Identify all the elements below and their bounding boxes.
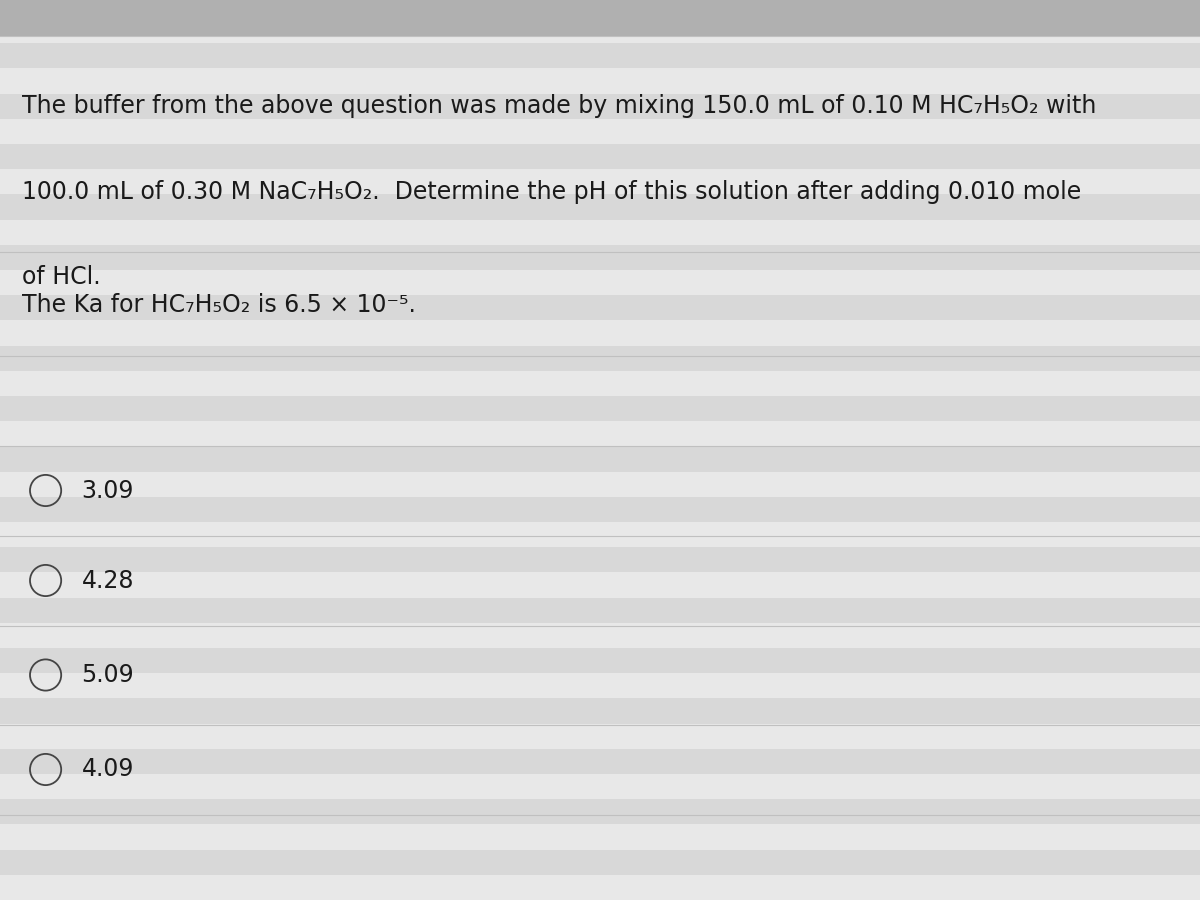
Bar <box>0 94 1200 119</box>
Text: 5.09: 5.09 <box>82 663 134 687</box>
Text: The Ka for HC₇H₅O₂ is 6.5 × 10⁻⁵.: The Ka for HC₇H₅O₂ is 6.5 × 10⁻⁵. <box>22 292 415 317</box>
Bar <box>0 371 1200 396</box>
Bar <box>0 875 1200 900</box>
Bar <box>0 724 1200 749</box>
Bar <box>0 194 1200 220</box>
Text: 100.0 mL of 0.30 M NaC₇H₅O₂.  Determine the pH of this solution after adding 0.0: 100.0 mL of 0.30 M NaC₇H₅O₂. Determine t… <box>22 180 1081 204</box>
Text: 4.09: 4.09 <box>82 758 134 781</box>
Bar <box>0 698 1200 724</box>
Bar <box>0 119 1200 144</box>
Bar <box>0 245 1200 270</box>
Bar <box>0 270 1200 295</box>
Bar <box>0 169 1200 194</box>
Bar <box>0 472 1200 497</box>
Bar <box>0 346 1200 371</box>
Text: 3.09: 3.09 <box>82 479 134 502</box>
Bar <box>0 421 1200 446</box>
Bar <box>0 547 1200 572</box>
Text: The buffer from the above question was made by mixing 150.0 mL of 0.10 M HC₇H₅O₂: The buffer from the above question was m… <box>22 94 1096 119</box>
Text: 4.28: 4.28 <box>82 569 134 592</box>
Bar <box>0 673 1200 698</box>
Bar <box>0 824 1200 850</box>
Bar <box>0 295 1200 320</box>
Bar <box>0 320 1200 346</box>
Bar <box>0 220 1200 245</box>
Bar <box>0 497 1200 522</box>
Bar <box>0 572 1200 598</box>
Bar <box>0 396 1200 421</box>
Bar <box>0 446 1200 472</box>
Bar <box>0 598 1200 623</box>
Bar <box>0 43 1200 68</box>
Bar <box>0 623 1200 648</box>
Bar <box>0 144 1200 169</box>
Bar <box>0 799 1200 824</box>
Bar <box>0 648 1200 673</box>
Bar <box>0 774 1200 799</box>
Bar <box>0 18 1200 43</box>
Bar <box>0 749 1200 774</box>
Bar <box>0 68 1200 94</box>
Bar <box>0 850 1200 875</box>
Bar <box>0 522 1200 547</box>
Text: of HCl.: of HCl. <box>22 266 101 290</box>
Bar <box>0 0 1200 36</box>
Bar <box>0 0 1200 18</box>
